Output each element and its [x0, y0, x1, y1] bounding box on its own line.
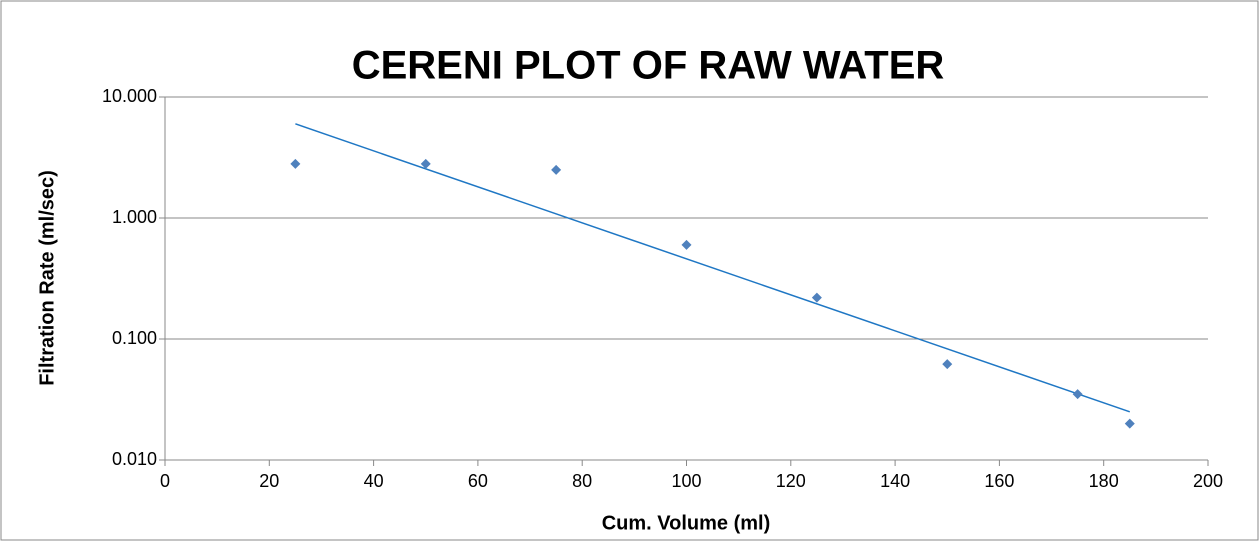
data-point — [811, 292, 822, 303]
y-tick-label: 0.010 — [112, 449, 157, 469]
x-tick-label: 120 — [776, 471, 806, 491]
x-tick-label: 180 — [1089, 471, 1119, 491]
x-tick-label: 100 — [671, 471, 701, 491]
y-tick-label: 1.000 — [112, 207, 157, 227]
data-point — [942, 359, 953, 370]
x-tick-label: 20 — [259, 471, 279, 491]
x-tick-label: 80 — [572, 471, 592, 491]
x-tick-label: 60 — [468, 471, 488, 491]
x-tick-label: 40 — [364, 471, 384, 491]
trendline — [295, 123, 1131, 413]
x-tick-label: 200 — [1193, 471, 1223, 491]
data-point — [1072, 389, 1083, 400]
data-point — [290, 158, 301, 169]
data-point — [681, 239, 692, 250]
x-axis-label: Cum. Volume (ml) — [602, 512, 771, 534]
y-axis-label: Filtration Rate (ml/sec) — [36, 170, 58, 386]
data-point — [420, 158, 431, 169]
x-tick-label: 140 — [880, 471, 910, 491]
data-point — [1124, 418, 1135, 429]
x-tick-label: 160 — [984, 471, 1014, 491]
y-tick-label: 10.000 — [102, 86, 157, 106]
chart-title: CERENI PLOT OF RAW WATER — [352, 44, 945, 88]
data-point — [551, 164, 562, 175]
x-tick-label: 0 — [160, 471, 170, 491]
y-tick-label: 0.100 — [112, 328, 157, 348]
